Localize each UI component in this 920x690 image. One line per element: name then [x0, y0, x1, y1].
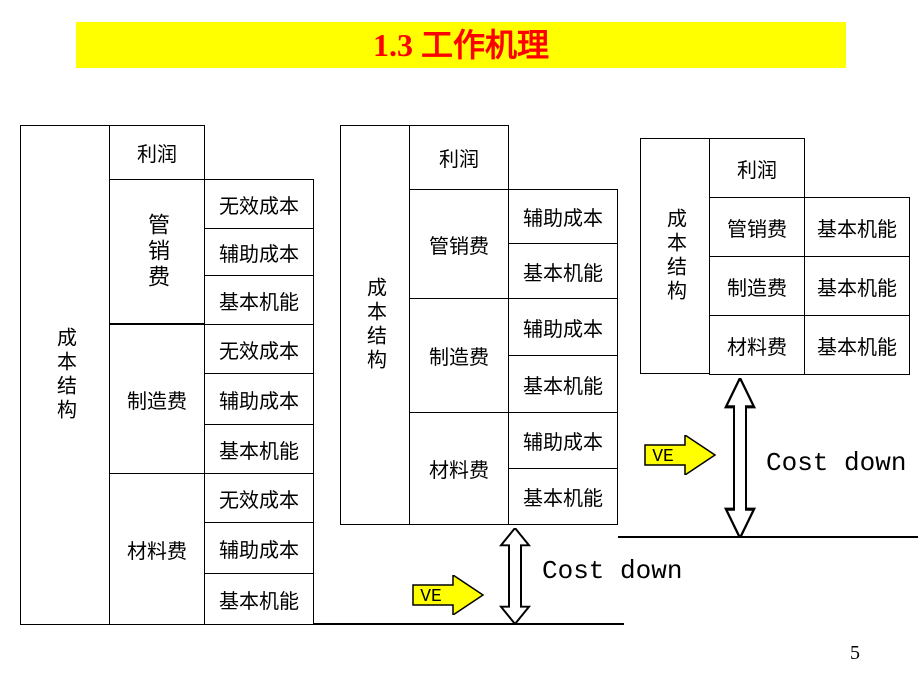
t2-profit-text: 利润: [439, 143, 479, 172]
slide-title: 1.3 工作机理: [76, 22, 846, 68]
t1-zzf-text: 制造费: [127, 385, 187, 414]
t1-gxf: 管销费: [109, 179, 205, 324]
t2-zzf-1-text: 辅助成本: [523, 313, 603, 342]
t2-root: 成本结构: [340, 125, 410, 525]
t3-profit: 利润: [709, 138, 805, 198]
t3-clf-1-text: 基本机能: [817, 331, 897, 360]
t3-clf: 材料费: [709, 315, 805, 375]
t2-zzf-2-text: 基本机能: [523, 370, 603, 399]
t2-clf: 材料费: [409, 412, 509, 525]
ve-arrow-2: VE: [640, 435, 720, 475]
t2-root-text: 成本结构: [361, 277, 390, 373]
ve-arrow-1-label: VE: [420, 587, 442, 607]
t1-clf-text: 材料费: [127, 535, 187, 564]
t1-clf-3-text: 基本机能: [219, 585, 299, 614]
t3-gxf-1-text: 基本机能: [817, 213, 897, 242]
ve-arrow-2-label: VE: [652, 447, 674, 467]
slide-title-text: 1.3 工作机理: [373, 27, 549, 63]
t1-gxf-2-text: 辅助成本: [219, 238, 299, 267]
t2-clf-1: 辅助成本: [508, 412, 618, 469]
t2-zzf-2: 基本机能: [508, 355, 618, 413]
t3-gxf: 管销费: [709, 197, 805, 257]
t2-profit: 利润: [409, 125, 509, 190]
t3-clf-1: 基本机能: [804, 315, 910, 375]
t2-clf-1-text: 辅助成本: [523, 426, 603, 455]
t2-gxf: 管销费: [409, 189, 509, 299]
ve-arrow-1: VE: [408, 575, 488, 615]
t1-root: 成本结构: [20, 125, 110, 625]
t2-zzf: 制造费: [409, 298, 509, 413]
t3-zzf-1-text: 基本机能: [817, 272, 897, 301]
t1-clf-3: 基本机能: [204, 573, 314, 625]
cost-down-2: Cost down: [766, 448, 906, 478]
page-number: 5: [850, 642, 860, 665]
t1-zzf-1: 无效成本: [204, 324, 314, 374]
t1-clf-2: 辅助成本: [204, 522, 314, 574]
t2-clf-2-text: 基本机能: [523, 482, 603, 511]
t2-gxf-1: 辅助成本: [508, 189, 618, 244]
t1-zzf: 制造费: [109, 324, 205, 474]
t1-clf-1: 无效成本: [204, 473, 314, 523]
cost-down-2-text: Cost down: [766, 448, 906, 478]
t1-gxf-3: 基本机能: [204, 275, 314, 325]
t1-clf-1-text: 无效成本: [219, 484, 299, 513]
baseline-2: [618, 536, 918, 538]
t1-profit-text: 利润: [137, 138, 177, 167]
t3-root: 成本结构: [640, 138, 710, 374]
t1-clf-2-text: 辅助成本: [219, 534, 299, 563]
baseline-1: [314, 623, 624, 625]
t2-gxf-1-text: 辅助成本: [523, 202, 603, 231]
t1-gxf-2: 辅助成本: [204, 228, 314, 276]
t2-clf-text: 材料费: [429, 454, 489, 483]
t3-zzf-1: 基本机能: [804, 256, 910, 316]
t2-clf-2: 基本机能: [508, 468, 618, 525]
t1-clf: 材料费: [109, 473, 205, 625]
t1-gxf-1: 无效成本: [204, 179, 314, 229]
t1-zzf-3: 基本机能: [204, 424, 314, 474]
t1-gxf-3-text: 基本机能: [219, 286, 299, 315]
t2-gxf-text: 管销费: [429, 230, 489, 259]
t1-zzf-1-text: 无效成本: [219, 335, 299, 364]
t2-gxf-2-text: 基本机能: [523, 257, 603, 286]
t1-zzf-2: 辅助成本: [204, 373, 314, 425]
t3-clf-text: 材料费: [727, 331, 787, 360]
cost-down-1-text: Cost down: [542, 556, 682, 586]
t1-root-text: 成本结构: [51, 327, 80, 423]
double-arrow-1: [495, 528, 535, 624]
t2-zzf-1: 辅助成本: [508, 298, 618, 356]
t3-profit-text: 利润: [737, 154, 777, 183]
t1-profit: 利润: [109, 125, 205, 180]
cost-down-1: Cost down: [542, 556, 682, 586]
t2-gxf-2: 基本机能: [508, 243, 618, 299]
t1-zzf-2-text: 辅助成本: [219, 385, 299, 414]
t3-zzf: 制造费: [709, 256, 805, 316]
t3-gxf-text: 管销费: [727, 213, 787, 242]
t1-gxf-1-text: 无效成本: [219, 190, 299, 219]
t3-gxf-1: 基本机能: [804, 197, 910, 257]
t1-gxf-text: 管销费: [141, 213, 173, 291]
t3-root-text: 成本结构: [661, 208, 690, 304]
t2-zzf-text: 制造费: [429, 341, 489, 370]
double-arrow-2: [720, 378, 760, 538]
t1-zzf-3-text: 基本机能: [219, 435, 299, 464]
t3-zzf-text: 制造费: [727, 272, 787, 301]
